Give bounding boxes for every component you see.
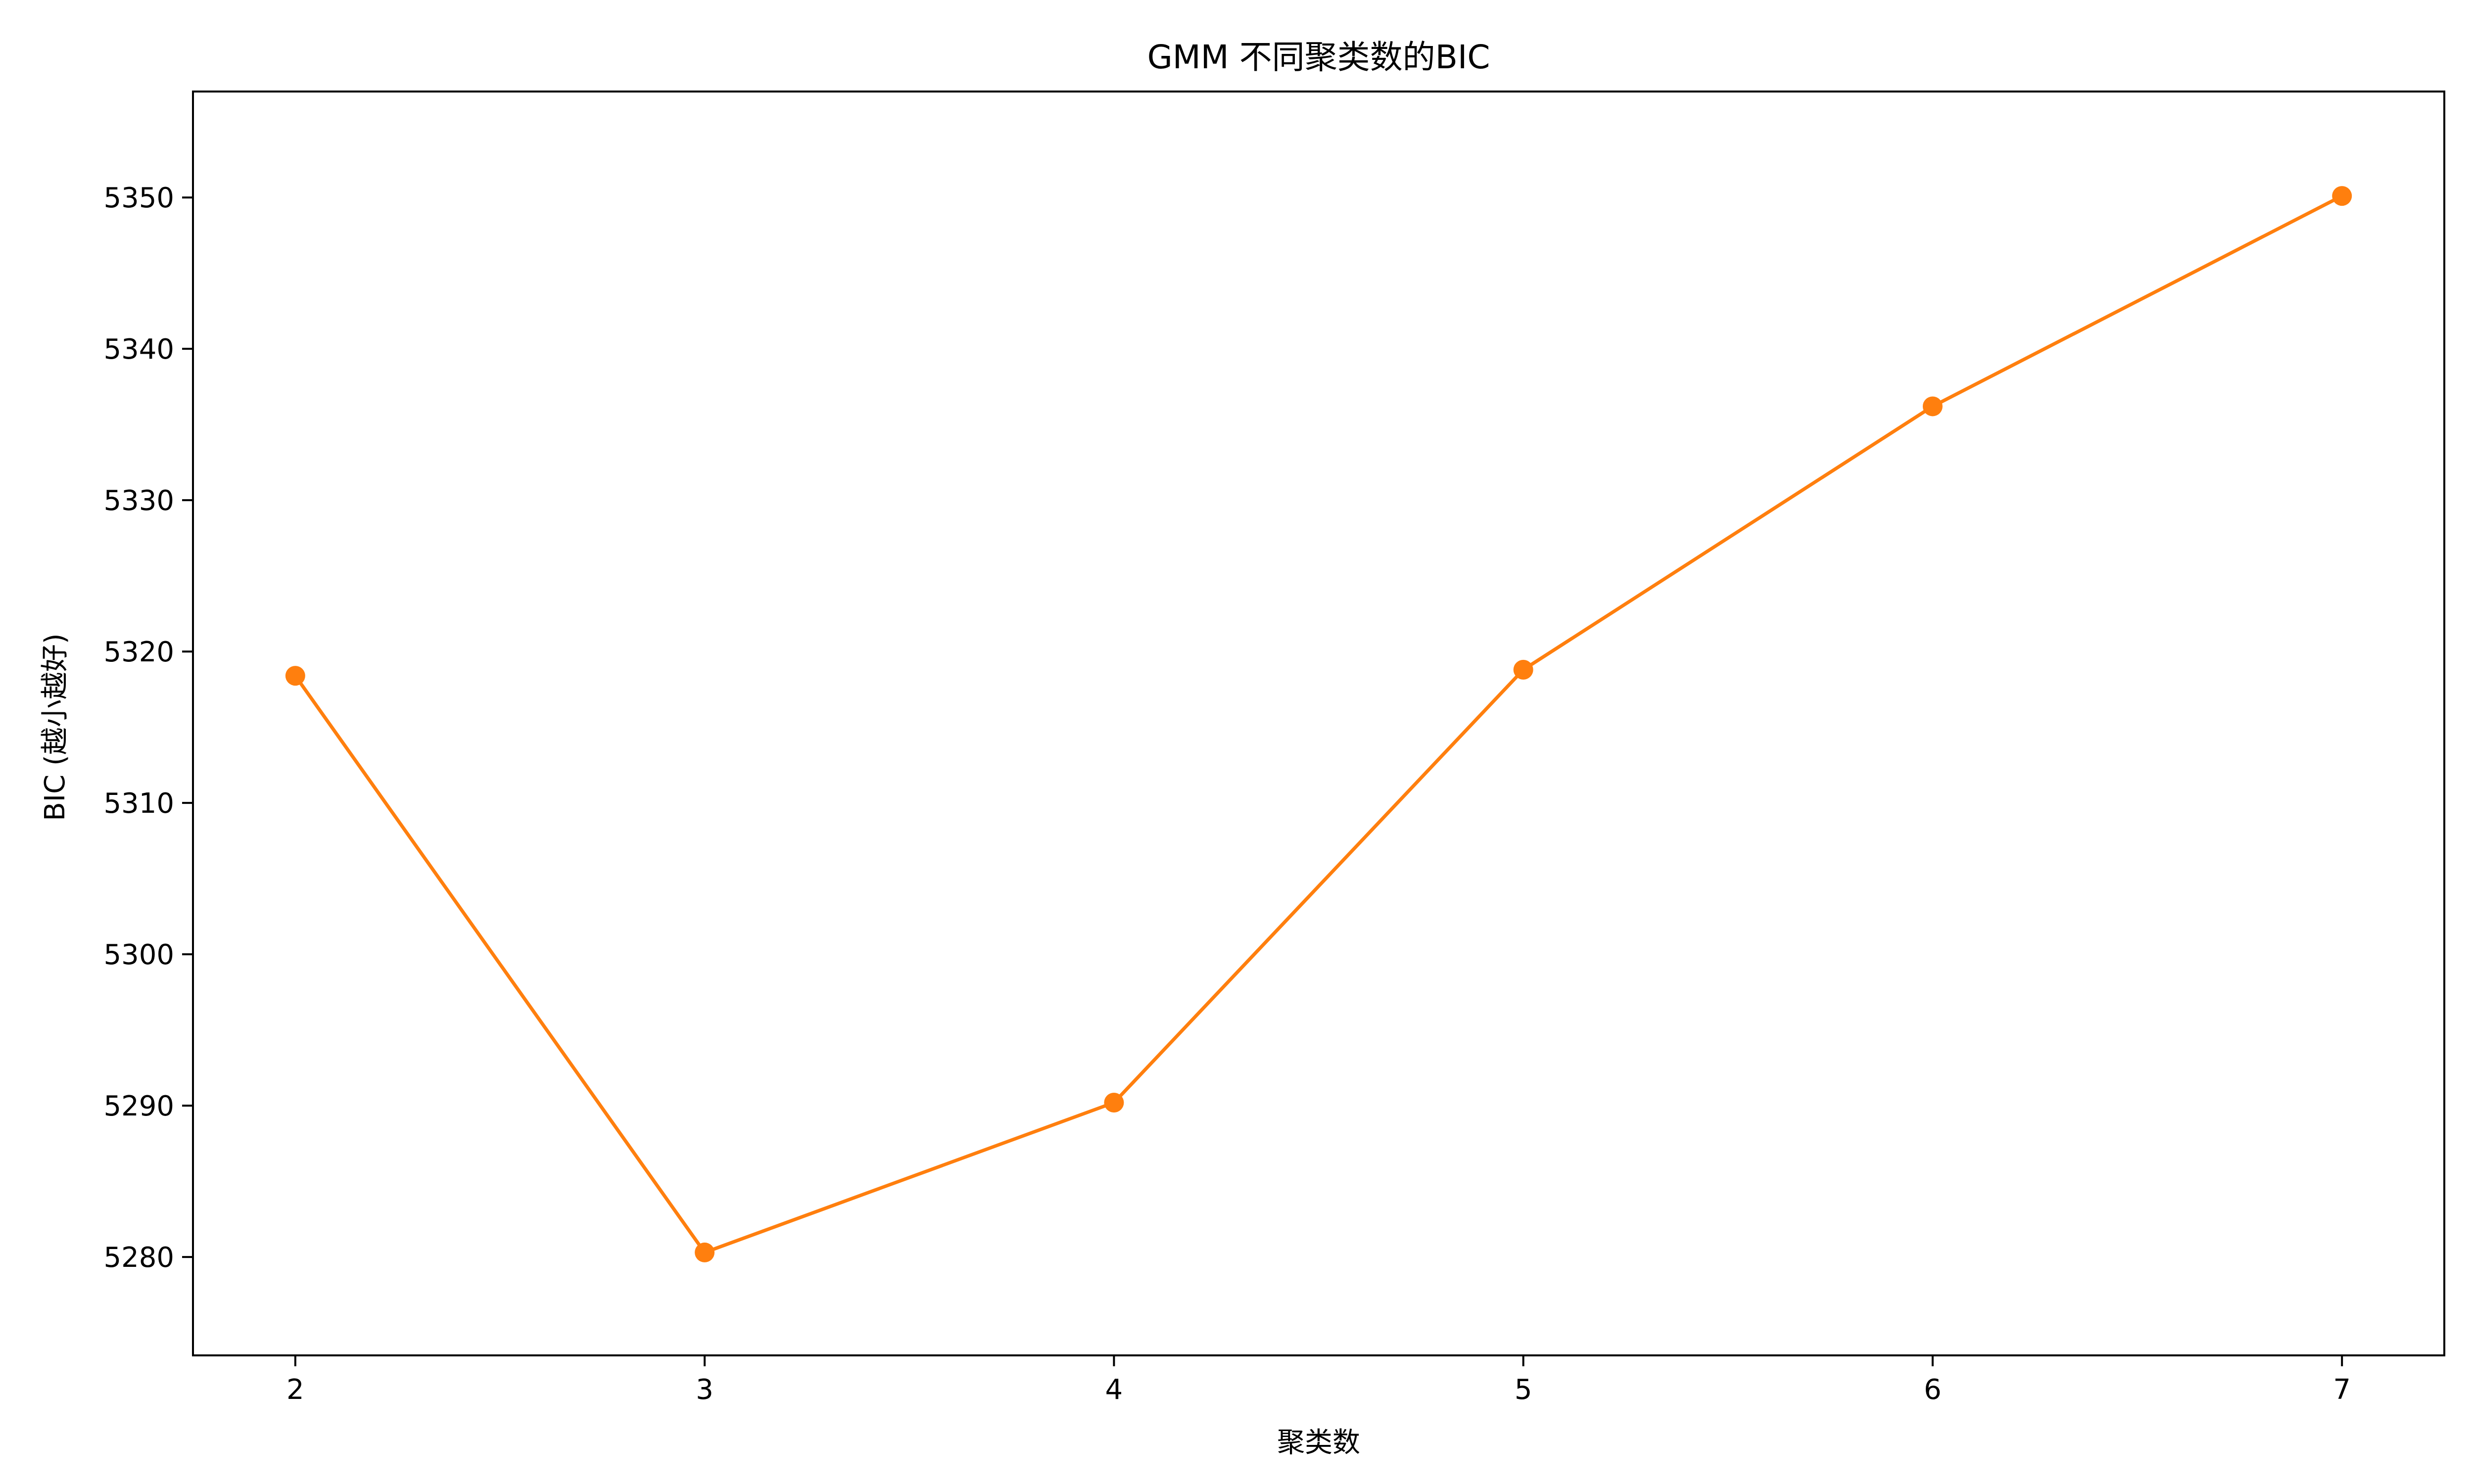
data-point [1513, 659, 1533, 680]
y-tick-label: 5320 [103, 636, 174, 668]
data-point [285, 666, 305, 686]
y-tick-label: 5340 [103, 333, 174, 366]
x-tick-label: 4 [1105, 1374, 1123, 1406]
y-tick-label: 5310 [103, 788, 174, 820]
data-point [695, 1242, 715, 1262]
chart-title: GMM 不同聚类数的BIC [1147, 38, 1490, 76]
y-tick-label: 5350 [103, 182, 174, 214]
data-point [1922, 396, 1943, 417]
y-axis-title: BIC (越小越好) [39, 633, 71, 821]
y-tick-label: 5290 [103, 1090, 174, 1122]
x-tick-label: 3 [696, 1374, 714, 1406]
y-tick-label: 5330 [103, 485, 174, 517]
series-line [293, 194, 2344, 1254]
y-tick-label: 5300 [103, 939, 174, 971]
plot-frame [192, 91, 2445, 1356]
plot-area: 2 3 4 5 6 7 5280 5290 5300 5310 5320 5330 5340 5350 [103, 91, 2445, 1406]
y-tick-label: 5280 [103, 1242, 174, 1274]
x-tick-label: 2 [286, 1374, 304, 1406]
x-tick-label: 5 [1515, 1374, 1532, 1406]
x-tick-label: 7 [2333, 1374, 2351, 1406]
x-tick-label: 6 [1924, 1374, 1942, 1406]
x-axis-title: 聚类数 [1277, 1427, 1360, 1459]
data-point [1104, 1093, 1124, 1113]
data-point [2332, 186, 2352, 206]
